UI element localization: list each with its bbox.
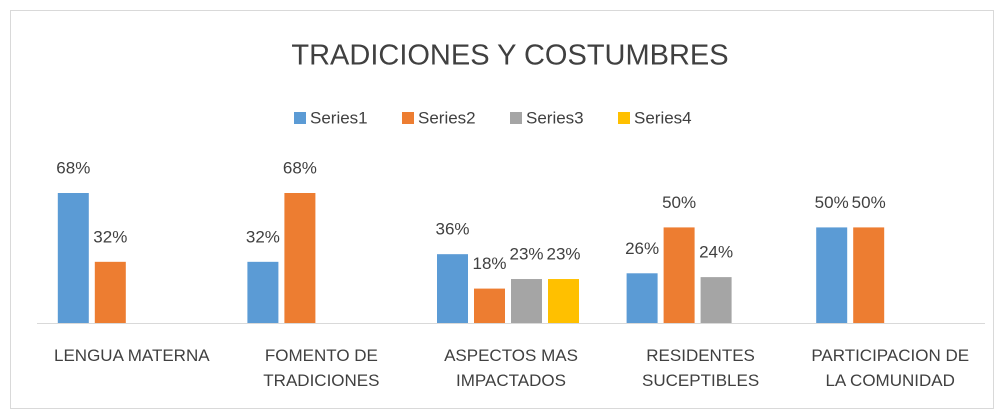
data-label: 50% — [852, 193, 886, 212]
data-label: 32% — [246, 227, 280, 246]
data-label: 24% — [699, 243, 733, 262]
legend-swatch — [294, 112, 306, 124]
bar — [853, 227, 885, 323]
x-tick-label: RESIDENTES SUCEPTIBLES — [642, 346, 760, 390]
x-tick-label: FOMENTO DE TRADICIONES — [263, 346, 380, 390]
legend-swatch — [618, 112, 630, 124]
bar — [284, 193, 316, 323]
data-label: 23% — [546, 245, 580, 264]
data-label: 26% — [625, 239, 659, 258]
legend-label: Series2 — [418, 108, 476, 127]
bar — [94, 261, 126, 323]
legend-swatch — [510, 112, 522, 124]
x-tick-label: LENGUA MATERNA — [54, 346, 210, 365]
bar — [663, 227, 695, 323]
data-label: 50% — [815, 193, 849, 212]
legend-label: Series3 — [526, 108, 584, 127]
data-label: 50% — [662, 193, 696, 212]
bar — [474, 288, 505, 323]
data-label: 32% — [93, 227, 127, 246]
bar — [437, 254, 468, 323]
legend-label: Series1 — [310, 108, 368, 127]
x-tick-label: ASPECTOS MAS IMPACTADOS — [444, 346, 578, 390]
data-label: 18% — [472, 254, 506, 273]
bar — [57, 193, 89, 323]
bar — [548, 279, 579, 323]
data-label: 68% — [56, 158, 90, 177]
legend-label: Series4 — [634, 108, 692, 127]
legend-swatch — [402, 112, 414, 124]
chart-border — [10, 10, 994, 409]
bar — [816, 227, 848, 323]
data-label: 23% — [509, 245, 543, 264]
chart-title: TRADICIONES Y COSTUMBRES — [291, 40, 728, 72]
x-tick-label: PARTICIPACION DE LA COMUNIDAD — [811, 346, 970, 390]
data-label: 68% — [283, 158, 317, 177]
bar — [626, 273, 658, 323]
data-label: 36% — [435, 220, 469, 239]
bar — [511, 279, 542, 323]
bar — [700, 277, 732, 323]
bar — [247, 261, 279, 323]
